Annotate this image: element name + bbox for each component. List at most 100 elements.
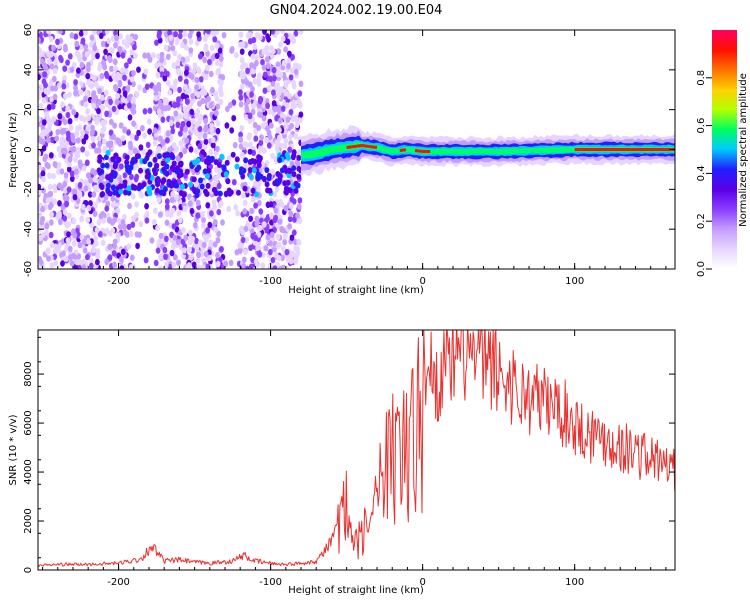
spectrogram-cell	[177, 75, 183, 82]
spectrogram-cell	[155, 247, 161, 254]
spectrogram-cell	[249, 207, 255, 215]
spectrogram-cell	[240, 41, 246, 48]
spectrogram-cell	[175, 68, 181, 75]
spectrogram-cell	[205, 30, 211, 35]
spectrogram-cell	[243, 141, 249, 148]
spectrogram-cell	[291, 171, 297, 178]
spectrogram-cell	[202, 144, 207, 151]
spectrogram-cell	[45, 248, 50, 255]
spectrogram-cell	[65, 135, 71, 142]
spectrogram-cell	[74, 40, 80, 48]
spectrogram-cell	[134, 173, 140, 181]
spectrogram-cell	[57, 146, 62, 153]
spectrogram-cell	[245, 98, 251, 105]
spectrogram-cell	[215, 69, 221, 76]
spectrogram-cell	[52, 198, 57, 205]
spectrogram-cell	[276, 48, 282, 55]
spectrogram-cell	[60, 260, 65, 267]
spectrogram-cell	[262, 87, 268, 94]
spectrogram-cell	[49, 211, 54, 218]
spectrogram-cell	[100, 127, 105, 135]
spectrogram-cell	[60, 204, 66, 211]
spectrogram-cell	[153, 95, 159, 102]
spectrogram-cell	[171, 261, 177, 268]
spectrogram-cell	[253, 258, 259, 265]
spectrogram-cell	[167, 89, 173, 96]
spectrogram-cell	[280, 254, 285, 262]
spectrogram-cell	[194, 76, 200, 84]
spectrogram-cell	[195, 66, 201, 73]
spectrogram-cell	[188, 146, 194, 153]
spectrogram-cell	[85, 216, 91, 224]
spectrogram-cell	[275, 127, 281, 134]
spectrogram-cell	[215, 103, 221, 110]
spectrogram-cell	[292, 102, 298, 109]
spectrogram-cell	[122, 127, 127, 134]
spectrogram-cell	[248, 215, 254, 222]
spectrogram-cell	[275, 71, 281, 78]
spectrogram-cell	[49, 262, 55, 269]
spectrogram-cell	[52, 161, 58, 168]
spectrogram-cell	[55, 38, 60, 45]
spectrogram-cell	[276, 179, 282, 186]
spectrogram-cell	[110, 219, 115, 226]
spectrogram-cell	[187, 235, 193, 242]
spectrogram-cell	[164, 203, 170, 210]
spectrogram-cell	[163, 253, 168, 260]
spectrogram-cell	[111, 250, 117, 257]
spectrogram-cell	[48, 219, 54, 226]
spectrogram-cell	[122, 213, 127, 221]
spectrogram-cell	[191, 68, 197, 75]
spectrogram-cell	[157, 238, 162, 245]
spectrogram-cell	[277, 218, 283, 225]
spectrogram-cell	[238, 131, 244, 138]
spectrogram-cell	[268, 248, 273, 256]
spectrogram-cell	[214, 59, 220, 66]
spectrogram-cell	[85, 253, 90, 261]
spectrogram-cell	[268, 75, 273, 83]
spectrogram-cell	[291, 79, 297, 87]
spectrogram-cell	[203, 250, 209, 258]
spectrogram-cell	[177, 86, 182, 94]
spectrogram-cell	[143, 68, 149, 75]
x-tick-label: -100	[259, 577, 282, 588]
spectrogram-cell	[169, 182, 174, 189]
spectrogram-cell	[202, 168, 208, 175]
spectrogram-cell	[240, 83, 245, 90]
spectrogram-cell	[41, 97, 47, 104]
spectrogram-cell	[252, 78, 258, 85]
spectrogram-cell	[201, 217, 206, 224]
spectrogram-cell	[152, 218, 157, 226]
spectrogram-cell	[145, 141, 151, 149]
x-tick-label: -200	[107, 276, 130, 287]
spectrogram-cell	[212, 36, 218, 43]
spectrogram-cell	[194, 112, 200, 119]
spectrogram-cell	[52, 67, 58, 75]
spectrogram-cell	[290, 250, 295, 257]
spectrogram-cell	[144, 203, 150, 210]
spectrogram-cell	[264, 136, 269, 144]
spectrogram-cell	[275, 138, 281, 146]
spectrogram-cell	[48, 35, 54, 43]
spectrogram-cell	[253, 180, 258, 187]
spectrogram-cell	[195, 257, 201, 264]
spectrogram-cell	[138, 191, 144, 198]
spectrogram-cell	[172, 254, 178, 261]
spectrogram-cell	[206, 159, 212, 166]
spectrogram-cell	[159, 56, 165, 64]
spectrogram-cell	[124, 154, 130, 161]
spectrogram-cell	[100, 162, 106, 169]
spectrogram-cell	[247, 222, 253, 230]
spectrogram-cell	[104, 110, 109, 118]
spectrogram-cell	[173, 78, 178, 85]
spectrogram-cell	[173, 31, 179, 38]
spectrogram-cell	[182, 147, 188, 155]
spectrogram-cell	[218, 98, 224, 106]
spectrogram-cell	[160, 105, 166, 112]
spectrogram-cell	[209, 210, 214, 217]
spectrogram-cell	[251, 167, 257, 174]
spectrogram-cell	[99, 72, 105, 80]
spectrogram-cell	[188, 181, 193, 188]
spectrogram-cell	[257, 224, 263, 232]
spectrogram-cell	[156, 196, 162, 204]
